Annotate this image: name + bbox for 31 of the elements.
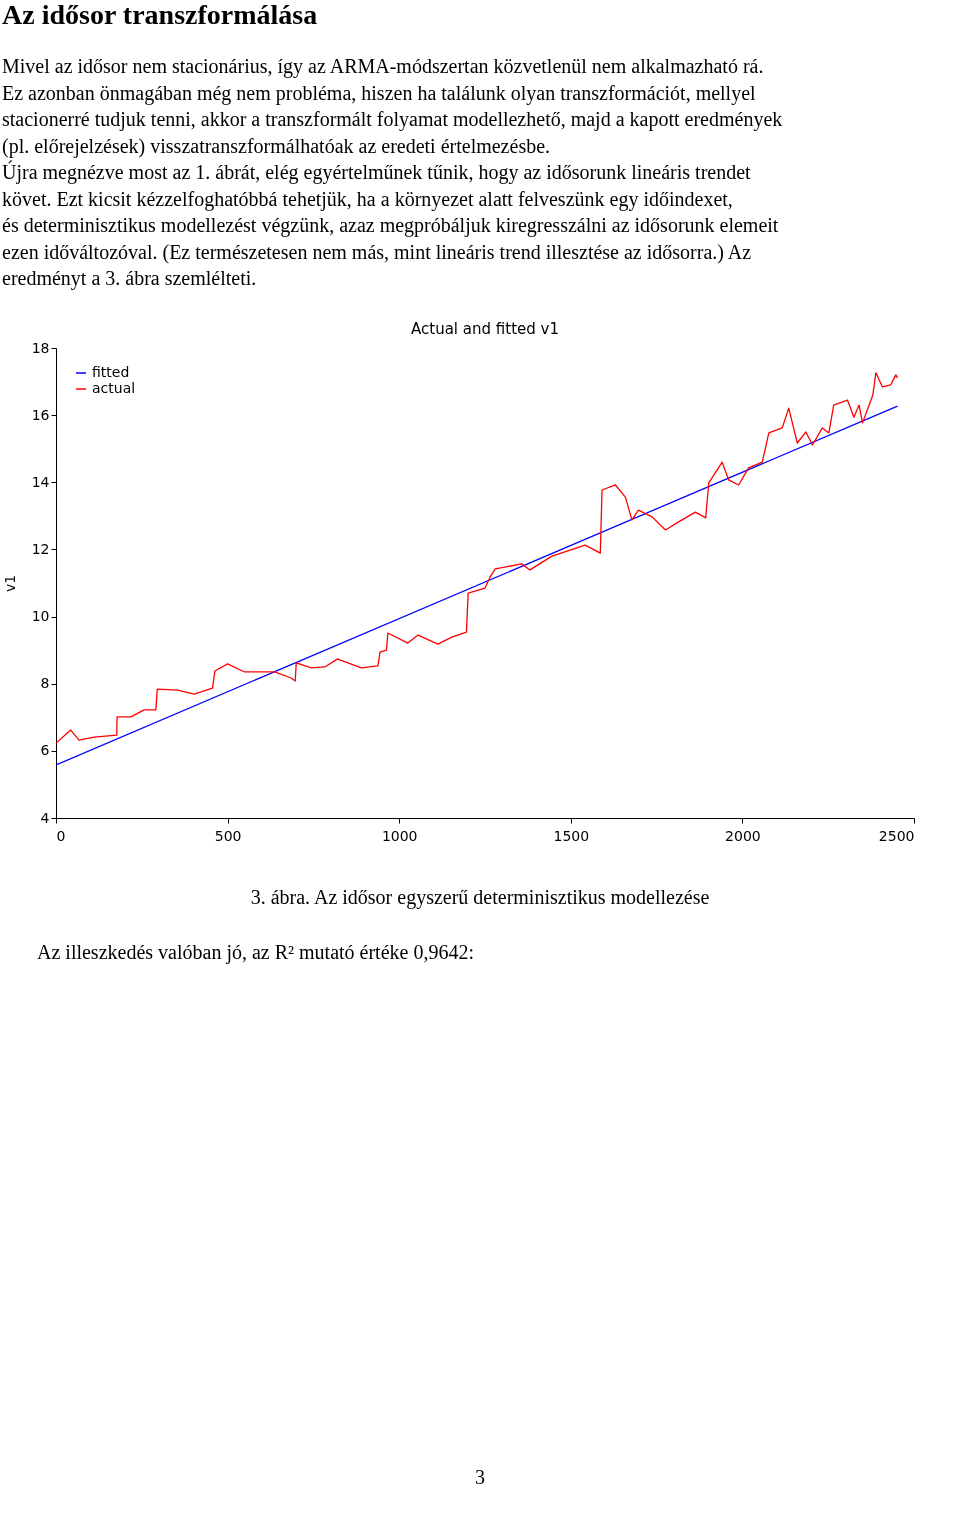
x-tick-label: 2500 bbox=[878, 827, 915, 844]
text: és determinisztikus modellezést végzünk, azaz megpróbáljuk kiregresszálni az idősorunk elemeit bbox=[2, 214, 779, 237]
y-tick-label: 14 bbox=[31, 473, 50, 490]
text: stacionerré tudjuk tenni, akkor a transzformált folyamat modellezhető, majd a kapott eredmények bbox=[2, 108, 783, 131]
x-tick-label: 1000 bbox=[381, 827, 418, 844]
y-tick-label: 10 bbox=[31, 608, 50, 625]
x-tick-label: 500 bbox=[214, 827, 242, 844]
y-tick-label: 4 bbox=[40, 809, 50, 826]
legend-label: actual bbox=[92, 380, 136, 396]
text: Az illeszkedés valóban jó, az R² mutató értéke 0,9642: bbox=[37, 941, 474, 964]
text: eredményt a 3. ábra szemlélteti. bbox=[2, 267, 257, 290]
x-tick-label: 1500 bbox=[553, 827, 590, 844]
y-tick-label: 12 bbox=[31, 540, 50, 557]
text: Mivel az idősor nem stacionárius, így az ARMA-módszertan közvetlenül nem alkalmazható rá. bbox=[2, 55, 764, 78]
chart-title: Actual and fitted v1 bbox=[411, 320, 559, 338]
x-tick-label: 2000 bbox=[725, 827, 761, 844]
text: Ez azonban önmagában még nem probléma, hiszen ha találunk olyan transzformációt, mellyel bbox=[2, 81, 757, 105]
y-tick-label: 18 bbox=[31, 339, 50, 356]
text: (pl. előrejelzések) visszatranszformálhatóak az eredeti értelmezésbe. bbox=[2, 134, 551, 158]
text: követ. Ezt kicsit kézzelfoghatóbbá tehetjük, ha a környezet alatt felveszünk egy időindexet, bbox=[2, 187, 733, 211]
text: ezen időváltozóval. (Ez természetesen nem más, mint lineáris trend illesztése az idősorra.) Az bbox=[2, 240, 752, 264]
text: 3. ábra. Az idősor egyszerű determinisztikus modellezése bbox=[250, 886, 710, 909]
x-tick-label: 0 bbox=[56, 827, 66, 844]
text: Az idősor transzformálása bbox=[2, 0, 318, 30]
text: Újra megnézve most az 1. ábrát, elég egyértelműnek tűnik, hogy az idősorunk lineáris trendet bbox=[2, 160, 752, 184]
y-tick-label: 8 bbox=[40, 675, 50, 692]
legend-label: fitted bbox=[92, 364, 130, 380]
text: 3 bbox=[475, 1466, 485, 1488]
y-tick-label: 16 bbox=[31, 406, 50, 423]
y-tick-label: 6 bbox=[40, 742, 50, 759]
y-axis-title: v1 bbox=[1, 574, 18, 593]
